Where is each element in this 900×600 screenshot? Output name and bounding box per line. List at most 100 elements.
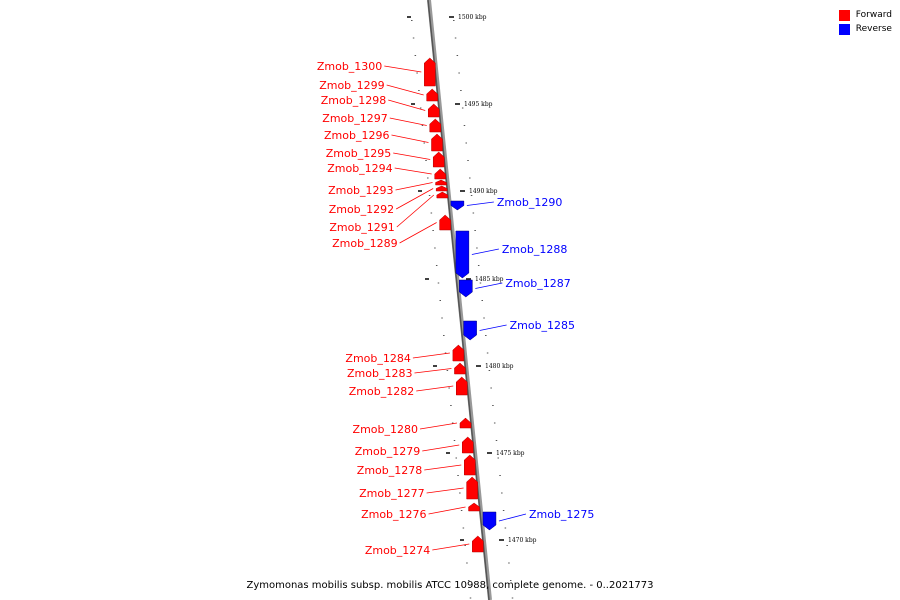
legend-forward-label: Forward xyxy=(855,10,892,20)
forward-gene-glyph xyxy=(472,535,484,553)
forward-gene-label: Zmob_1297 xyxy=(322,112,387,125)
forward-gene-glyph xyxy=(436,191,449,199)
forward-gene-leader xyxy=(389,117,427,126)
right-dot xyxy=(501,492,503,494)
scale-tick-label: 1480 kbp xyxy=(485,363,514,370)
left-dot xyxy=(444,352,447,354)
reverse-gene-label: Zmob_1275 xyxy=(529,508,594,521)
forward-gene-glyph xyxy=(426,88,438,102)
right-dot xyxy=(483,317,485,319)
forward-gene-leader xyxy=(424,464,462,471)
right-dot xyxy=(474,230,476,231)
forward-gene-glyph xyxy=(439,214,451,231)
reverse-gene-leader xyxy=(471,248,499,255)
right-dot xyxy=(497,457,500,459)
scale-tick-label: 1475 kbp xyxy=(496,450,525,457)
reverse-gene-glyph xyxy=(463,320,477,341)
scale-tick-label: 1500 kbp xyxy=(458,14,487,21)
forward-gene-leader xyxy=(412,352,450,359)
left-dot xyxy=(450,405,452,406)
scale-tick-label: 1485 kbp xyxy=(475,276,504,283)
right-dot xyxy=(488,370,491,371)
forward-gene-leader xyxy=(414,368,452,374)
reverse-gene-label: Zmob_1287 xyxy=(505,277,570,290)
scale-tick-label: 1495 kbp xyxy=(464,101,493,108)
right-dot xyxy=(506,545,508,546)
forward-gene-leader xyxy=(388,99,426,111)
forward-gene-label: Zmob_1284 xyxy=(345,352,410,365)
right-dot xyxy=(463,125,466,126)
left-dot xyxy=(432,230,434,231)
genome-caption: Zymomonas mobilis subsp. mobilis ATCC 10… xyxy=(246,580,654,591)
forward-gene-label: Zmob_1277 xyxy=(359,487,424,500)
left-dot xyxy=(435,265,438,266)
reverse-gene-glyph xyxy=(482,511,497,531)
right-dot xyxy=(476,247,478,249)
left-dot xyxy=(469,597,472,599)
right-dot xyxy=(465,142,467,144)
backbone-shadow xyxy=(427,0,492,600)
right-dot xyxy=(492,405,494,406)
reverse-gene-label: Zmob_1285 xyxy=(510,319,575,332)
left-dot xyxy=(428,195,431,196)
left-dot xyxy=(466,562,468,564)
right-dot xyxy=(460,90,462,91)
forward-gene-leader xyxy=(422,444,460,452)
reverse-gene-label: Zmob_1290 xyxy=(497,196,562,209)
forward-gene-glyph xyxy=(464,454,476,476)
reverse-gene-leader xyxy=(475,282,503,289)
left-dot xyxy=(459,492,461,494)
forward-gene-glyph xyxy=(435,185,448,192)
forward-gene-glyph xyxy=(468,502,480,512)
reverse-swatch xyxy=(838,23,850,35)
left-dot xyxy=(446,370,449,371)
forward-gene-leader xyxy=(419,422,458,430)
right-dot xyxy=(509,580,512,581)
forward-gene-label: Zmob_1298 xyxy=(321,94,386,107)
forward-gene-label: Zmob_1295 xyxy=(326,147,391,160)
reverse-gene-leader xyxy=(479,324,507,331)
left-dot xyxy=(412,37,415,39)
right-dot xyxy=(477,265,480,266)
forward-gene-leader xyxy=(416,385,454,392)
forward-gene-glyph xyxy=(432,151,445,168)
forward-gene-glyph xyxy=(461,436,474,454)
right-dot xyxy=(470,195,473,196)
forward-gene-label: Zmob_1282 xyxy=(349,385,414,398)
forward-gene-leader xyxy=(395,182,433,191)
left-dot xyxy=(443,335,445,336)
scale-tick-label: 1470 kbp xyxy=(508,537,537,544)
forward-gene-leader xyxy=(386,84,424,96)
left-dot xyxy=(441,317,443,319)
forward-gene-leader xyxy=(391,134,429,143)
forward-gene-glyph xyxy=(452,344,465,362)
forward-gene-glyph xyxy=(459,417,472,429)
forward-gene-label: Zmob_1292 xyxy=(329,203,394,216)
right-dot xyxy=(458,72,460,74)
right-dot xyxy=(453,20,455,21)
left-dot xyxy=(451,422,454,424)
forward-gene-leader xyxy=(432,543,470,551)
forward-gene-label: Zmob_1293 xyxy=(328,184,393,197)
reverse-gene-glyph xyxy=(455,230,470,279)
left-dot xyxy=(427,177,429,179)
forward-gene-label: Zmob_1278 xyxy=(357,464,422,477)
reverse-gene-label: Zmob_1288 xyxy=(502,243,567,256)
forward-gene-label: Zmob_1296 xyxy=(324,129,389,142)
forward-gene-leader xyxy=(396,194,435,228)
forward-gene-label: Zmob_1283 xyxy=(347,367,412,380)
forward-gene-leader xyxy=(393,152,431,160)
scale-tick-label: 1490 kbp xyxy=(469,188,498,195)
forward-gene-label: Zmob_1299 xyxy=(319,79,384,92)
left-dot xyxy=(439,300,441,301)
forward-gene-label: Zmob_1279 xyxy=(355,445,420,458)
right-dot xyxy=(511,597,514,599)
legend: Forward Reverse xyxy=(838,8,892,36)
left-dot xyxy=(434,247,436,249)
forward-gene-leader xyxy=(426,487,464,494)
legend-reverse-label: Reverse xyxy=(855,24,892,34)
right-dot xyxy=(454,37,457,39)
left-dot xyxy=(421,125,424,126)
